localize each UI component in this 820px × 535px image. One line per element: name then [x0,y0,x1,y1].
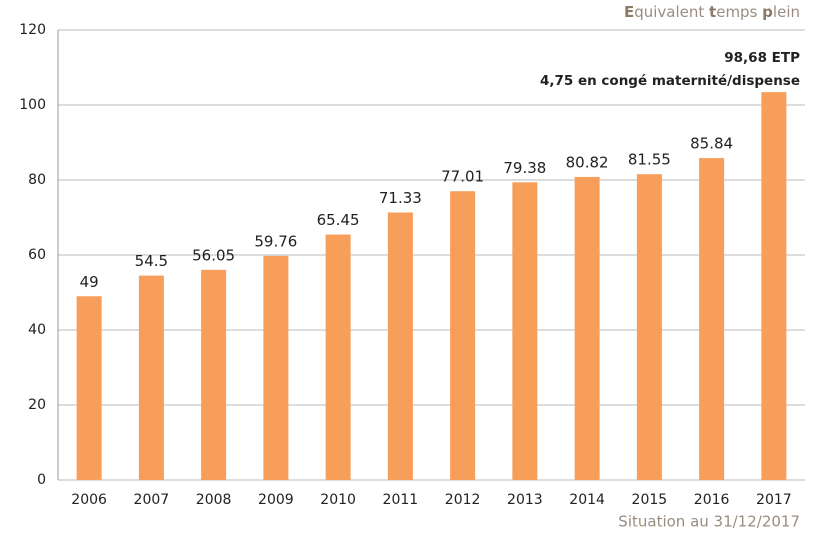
annotation: 4,75 en congé maternité/dispense [540,73,800,89]
bar [387,212,413,480]
data-label: 54.5 [135,252,168,270]
bar [636,174,662,480]
x-tick-label: 2007 [134,492,170,508]
data-label: 56.05 [192,246,235,264]
subtitle-part: emps [716,3,762,21]
data-label: 77.01 [441,168,484,186]
y-tick-label: 60 [28,247,46,263]
x-tick-label: 2010 [320,492,356,508]
subtitle-part: lein [773,3,800,21]
data-label: 81.55 [628,151,671,169]
bar [263,255,289,480]
bar [574,176,600,481]
bar [76,296,102,480]
x-tick-label: 2014 [569,492,605,508]
bar [201,269,227,480]
data-label: 49 [80,273,99,291]
y-tick-label: 40 [28,322,46,338]
bar [761,92,787,480]
data-label: 79.38 [503,159,546,177]
bar [450,191,476,480]
data-label: 65.45 [317,211,360,229]
subtitle: Equivalent temps plein [624,3,800,21]
data-label: 59.76 [254,232,297,250]
y-tick-label: 120 [19,22,46,38]
x-tick-label: 2006 [71,492,107,508]
x-tick-label: 2011 [383,492,419,508]
y-tick-label: 100 [19,97,46,113]
x-tick-label: 2016 [694,492,730,508]
y-tick-label: 20 [28,397,46,413]
subtitle-part: t [709,3,716,21]
y-tick-label: 80 [28,172,46,188]
x-tick-label: 2017 [756,492,792,508]
x-tick-label: 2009 [258,492,294,508]
x-tick-label: 2013 [507,492,543,508]
x-tick-label: 2012 [445,492,481,508]
subtitle-part: p [762,3,773,21]
annotation: 98,68 ETP [724,50,800,66]
x-tick-label: 2015 [632,492,668,508]
bar [512,182,538,480]
y-tick-label: 0 [37,472,46,488]
bar [325,234,351,480]
data-label: 85.84 [690,135,733,153]
bar [699,158,725,480]
subtitle-part: E [624,3,634,21]
data-label: 80.82 [566,153,609,171]
footer: Situation au 31/12/2017 [618,513,800,531]
x-tick-label: 2008 [196,492,232,508]
subtitle-part: quivalent [634,3,709,21]
data-label: 71.33 [379,189,422,207]
bar [138,275,164,480]
